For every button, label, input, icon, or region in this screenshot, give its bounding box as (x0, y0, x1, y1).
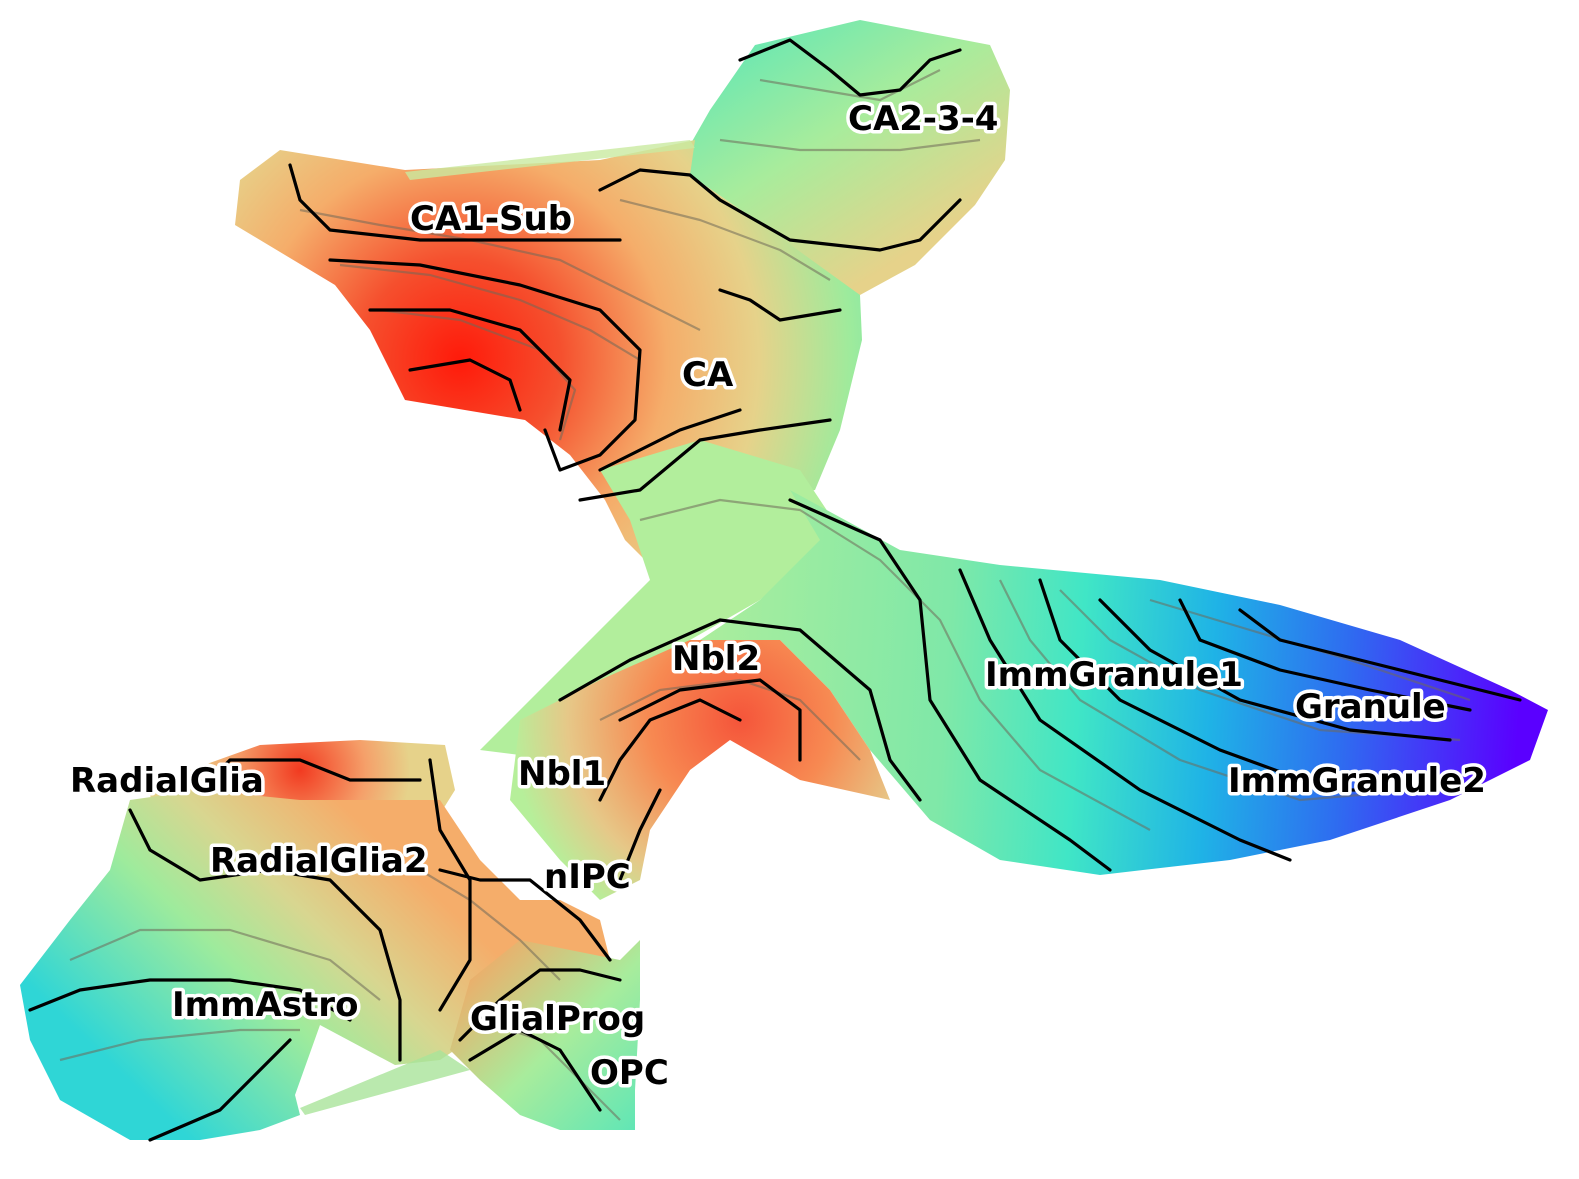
connector-sliver-bottom (300, 1050, 470, 1115)
major-isoline (28, 978, 352, 1022)
major-isoline (598, 698, 742, 802)
filled-contour-regions (20, 20, 1548, 1140)
major-isoline (618, 678, 802, 762)
label-ca2-3-4: CA2-3-4 (848, 99, 998, 139)
major-isoline (198, 758, 422, 792)
label-opc: OPC (590, 1053, 669, 1093)
connector-sliver-top (405, 140, 695, 180)
minor-isoline (339, 263, 641, 361)
minor-isoline (419, 869, 561, 981)
label-nipc: nIPC (544, 857, 631, 897)
minor-isoline (59, 1028, 300, 1062)
major-isoline (1178, 598, 1472, 712)
major-isoline (788, 498, 1112, 872)
label-ca1-sub: CA1-Sub (410, 199, 572, 239)
major-isoline (718, 288, 842, 322)
label-granule: Granule (1295, 687, 1446, 727)
label-ca: CA (682, 355, 734, 395)
region-opc (450, 940, 640, 1130)
cluster-labels: CA2-3-4 CA1-Sub CA Nbl2 Nbl1 RadialGlia … (67, 96, 1490, 1097)
minor-isoline (719, 138, 981, 152)
major-isoline (558, 618, 922, 802)
major-isoline (288, 163, 622, 242)
region-hub (480, 440, 840, 760)
major-isoline (128, 808, 402, 1062)
major-isoline (408, 358, 522, 412)
major-isoline (428, 758, 472, 1012)
label-radialglia2: RadialGlia2 (210, 841, 428, 881)
minor-isoline (639, 498, 1151, 831)
major-isoline (598, 168, 962, 252)
minor-isoline (759, 69, 941, 102)
major-isoline (958, 568, 1292, 862)
minor-isoline (299, 208, 701, 331)
major-isoline (458, 968, 622, 1042)
label-nbl1: Nbl1 (518, 754, 606, 794)
region-astro (20, 790, 610, 1140)
minor-isoline (479, 1018, 621, 1121)
minor-isoline (599, 678, 861, 761)
major-isoline (368, 308, 572, 432)
major-isolines (28, 38, 1522, 1142)
label-glialprog: GlialProg (470, 999, 645, 1039)
major-isoline (598, 408, 742, 472)
major-isoline (148, 1038, 292, 1142)
label-immgranule2: ImmGranule2 (1228, 761, 1486, 801)
minor-isoline (69, 928, 381, 1001)
minor-isolines (59, 69, 1471, 1121)
label-immastro: ImmAstro (172, 985, 358, 1025)
label-radialglia: RadialGlia (70, 761, 264, 801)
major-isoline (1238, 608, 1522, 702)
major-isoline (618, 788, 662, 882)
label-nbl2: Nbl2 (672, 639, 760, 679)
region-ca2-3-4 (690, 20, 1010, 320)
major-isoline (578, 418, 832, 502)
major-isoline (468, 1028, 602, 1112)
minor-isoline (619, 198, 831, 281)
label-immgranule1: ImmGranule1 (985, 655, 1243, 695)
major-isoline (328, 258, 642, 472)
major-isoline (1098, 598, 1452, 742)
minor-isoline (1059, 589, 1461, 742)
major-isoline (1038, 578, 1402, 792)
minor-isoline (999, 579, 1421, 802)
major-isoline (738, 38, 962, 97)
